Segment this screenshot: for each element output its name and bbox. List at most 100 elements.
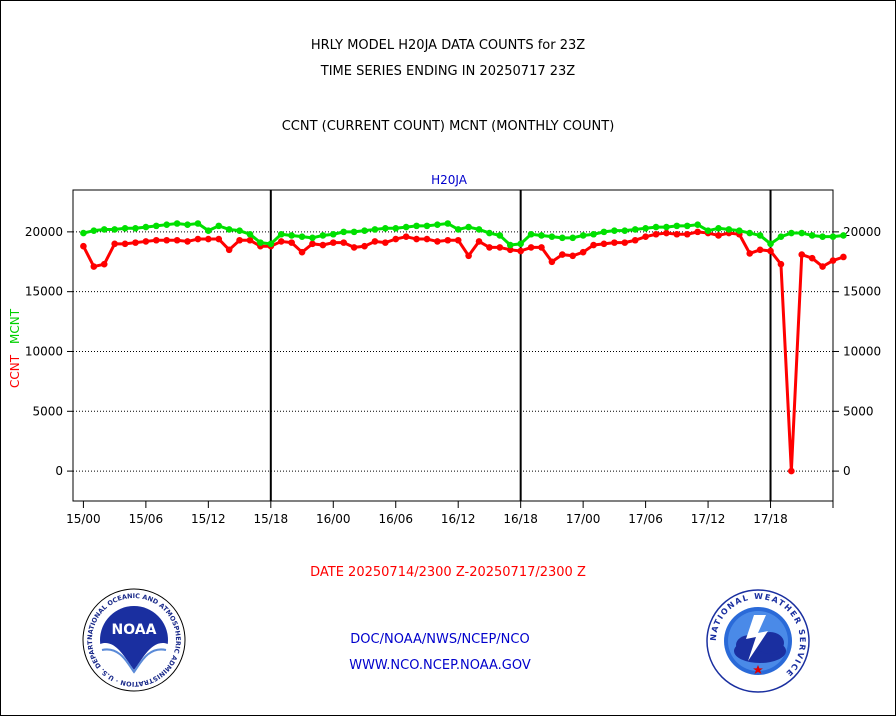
noaa-logo: NATIONAL OCEANIC AND ATMOSPHERIC ADMINIS… — [82, 588, 186, 692]
data-point-mcnt — [173, 220, 181, 227]
x-tick-label: 15/12 — [191, 512, 226, 526]
data-point-ccnt — [371, 238, 379, 245]
data-point-mcnt — [829, 233, 837, 240]
data-point-mcnt — [486, 229, 493, 237]
y-tick-label-right: 5000 — [843, 404, 874, 418]
data-point-mcnt — [756, 232, 764, 239]
data-point-ccnt — [382, 239, 389, 246]
data-point-mcnt — [111, 226, 118, 233]
data-point-mcnt — [277, 230, 285, 238]
major-vlines — [269, 190, 772, 501]
x-tick-label: 17/12 — [691, 512, 726, 526]
data-point-mcnt — [121, 224, 129, 232]
data-point-mcnt — [527, 230, 535, 238]
data-point-mcnt — [475, 226, 483, 233]
x-tick-label: 15/06 — [129, 512, 164, 526]
data-point-ccnt — [423, 235, 431, 243]
data-point-mcnt — [736, 227, 743, 234]
y-tick-label-right: 10000 — [843, 344, 881, 358]
website-link[interactable]: WWW.NCO.NCEP.NOAA.GOV — [349, 658, 531, 673]
data-point-mcnt — [704, 227, 712, 234]
data-point-ccnt — [444, 236, 452, 244]
data-point-mcnt — [548, 233, 556, 240]
data-point-mcnt — [215, 222, 223, 230]
y-label-mcnt: MCNT — [8, 308, 22, 344]
data-point-ccnt — [205, 235, 212, 243]
data-point-ccnt — [527, 244, 535, 251]
data-point-mcnt — [80, 229, 87, 237]
data-point-mcnt — [819, 233, 826, 240]
chart-title-line1: HRLY MODEL H20JA DATA COUNTS for 23Z — [310, 38, 586, 53]
data-point-mcnt — [288, 232, 295, 239]
data-point-ccnt — [142, 238, 150, 245]
data-point-mcnt — [132, 224, 139, 232]
data-point-ccnt — [319, 241, 327, 249]
data-point-mcnt — [517, 240, 524, 248]
data-point-ccnt — [329, 239, 337, 246]
data-point-mcnt — [184, 221, 191, 228]
data-point-ccnt — [163, 236, 170, 244]
data-point-mcnt — [579, 232, 587, 239]
data-point-mcnt — [798, 229, 806, 237]
x-tick-label: 16/06 — [378, 512, 413, 526]
y-label-ccnt: CCNT — [8, 354, 22, 388]
data-point-ccnt — [475, 238, 483, 245]
data-point-ccnt — [579, 248, 587, 256]
series-ccnt — [80, 228, 847, 475]
data-point-mcnt — [694, 221, 701, 228]
data-point-mcnt — [236, 227, 243, 234]
data-point-ccnt — [663, 229, 670, 237]
data-point-ccnt — [184, 238, 191, 245]
data-point-ccnt — [840, 253, 847, 261]
y-axis-label: CCNT MCNT — [8, 308, 22, 388]
data-point-ccnt — [548, 258, 556, 266]
data-point-ccnt — [621, 239, 629, 246]
grid-layer — [73, 231, 833, 472]
data-point-mcnt — [194, 220, 202, 227]
data-point-mcnt — [652, 223, 660, 231]
data-point-mcnt — [309, 234, 316, 242]
data-point-ccnt — [767, 247, 774, 255]
nws-logo: NATIONAL WEATHER SERVICE — [706, 589, 810, 693]
data-point-mcnt — [361, 227, 368, 234]
data-point-ccnt — [90, 263, 98, 270]
x-tick-label: 15/18 — [254, 512, 289, 526]
org-path-link[interactable]: DOC/NOAA/NWS/NCEP/NCO — [350, 632, 530, 647]
data-point-ccnt — [413, 235, 420, 243]
data-point-ccnt — [246, 236, 254, 244]
data-point-ccnt — [277, 238, 285, 245]
series-layer — [80, 220, 847, 475]
data-point-ccnt — [694, 228, 701, 236]
data-point-mcnt — [454, 226, 462, 233]
y-tick-label-left: 5000 — [32, 404, 63, 418]
data-point-ccnt — [215, 235, 223, 243]
data-point-mcnt — [225, 226, 233, 233]
x-axis-ticks: 15/00 15/06 15/12 15/18 16/00 16/06 16/12 16/18… — [66, 501, 834, 526]
data-point-mcnt — [808, 232, 816, 239]
data-point-ccnt — [673, 230, 681, 238]
data-point-ccnt — [340, 239, 347, 246]
data-point-ccnt — [350, 244, 358, 251]
data-point-mcnt — [767, 240, 774, 248]
data-point-mcnt — [257, 239, 264, 246]
x-tick-label: 16/12 — [441, 512, 476, 526]
data-point-mcnt — [788, 229, 795, 237]
data-point-ccnt — [496, 244, 504, 251]
data-point-mcnt — [642, 224, 649, 232]
data-point-mcnt — [329, 230, 337, 238]
data-point-ccnt — [465, 252, 472, 260]
data-point-ccnt — [642, 233, 649, 240]
data-point-mcnt — [611, 227, 618, 234]
data-point-mcnt — [746, 229, 754, 237]
data-point-mcnt — [371, 226, 379, 233]
data-point-mcnt — [298, 233, 306, 240]
data-point-mcnt — [350, 228, 358, 236]
data-point-ccnt — [80, 242, 87, 250]
data-point-ccnt — [152, 236, 160, 244]
data-point-mcnt — [600, 228, 608, 236]
data-point-ccnt — [652, 230, 660, 238]
data-point-ccnt — [194, 235, 202, 243]
data-point-ccnt — [298, 248, 306, 256]
data-point-ccnt — [288, 239, 295, 246]
data-point-mcnt — [205, 227, 212, 234]
